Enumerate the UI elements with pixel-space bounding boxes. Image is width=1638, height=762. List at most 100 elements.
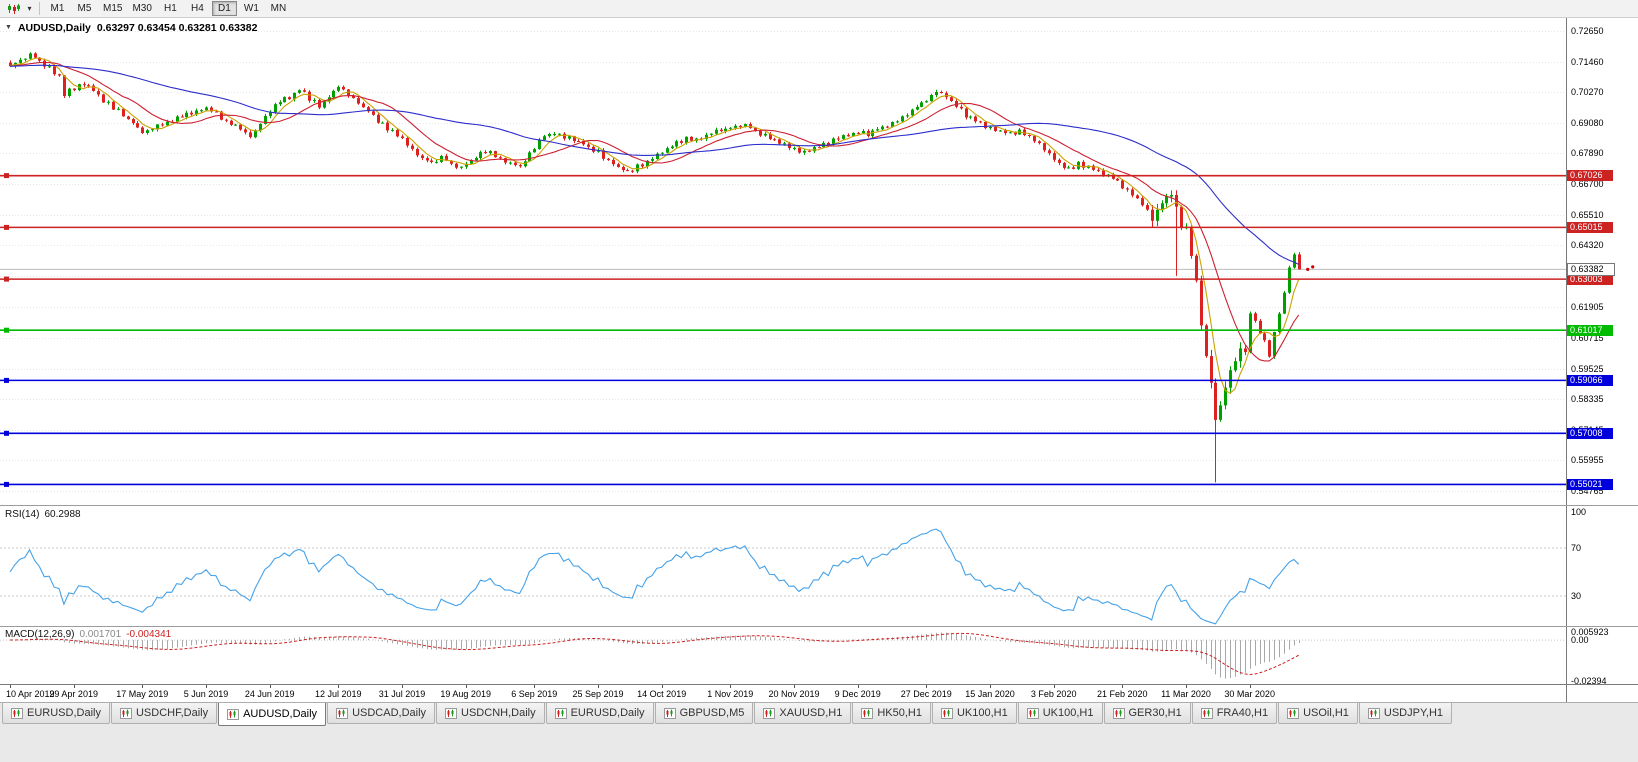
time-axis-tick: [73, 685, 75, 688]
price-line-label[interactable]: 0.65015: [1567, 221, 1613, 233]
chart-tab-fra40-h1[interactable]: FRA40,H1: [1191, 703, 1278, 724]
moving-average-13[interactable]: [9, 62, 1300, 362]
time-axis-label: 21 Feb 2020: [1097, 689, 1148, 699]
chart-tab-label: HK50,H1: [877, 707, 922, 719]
axis-corner: [1566, 684, 1638, 702]
timeframe-button-m1[interactable]: M1: [45, 1, 70, 16]
time-axis-tick: [1053, 685, 1055, 688]
time-axis-label: 20 Nov 2019: [768, 689, 820, 699]
time-axis-label: 29 Apr 2019: [49, 689, 98, 699]
time-axis-tick: [990, 685, 991, 688]
line-handle[interactable]: [4, 327, 9, 333]
time-axis-tick: [1249, 685, 1251, 688]
rsi-axis-label: 70: [1571, 543, 1582, 553]
chart-tab-usdcad-daily[interactable]: USDCAD,Daily: [327, 703, 436, 724]
chart-tab-usdjpy-h1[interactable]: USDJPY,H1: [1358, 703, 1453, 724]
chart-tab-icon: [11, 707, 23, 719]
chart-tab-usdchf-daily[interactable]: USDCHF,Daily: [110, 703, 218, 724]
line-handle[interactable]: [4, 377, 9, 383]
timeframe-button-mn[interactable]: MN: [266, 1, 291, 16]
timeframe-button-h1[interactable]: H1: [158, 1, 183, 16]
current-price-marker: [1311, 265, 1315, 269]
one-click-trading-arrow-icon[interactable]: ▼: [5, 24, 12, 31]
macd-panel[interactable]: MACD(12,26,9) 0.001701 -0.004341: [0, 627, 1566, 684]
line-handle[interactable]: [4, 481, 9, 487]
chart-tab-icon: [227, 708, 240, 720]
rsi-axis-label: 100: [1571, 507, 1587, 517]
time-axis-tick: [730, 685, 732, 688]
line-handle[interactable]: [4, 224, 9, 230]
price-axis-label: 0.54765: [1571, 486, 1604, 496]
timeframe-button-m5[interactable]: M5: [72, 1, 97, 16]
price-line-label[interactable]: 0.57008: [1567, 427, 1613, 439]
chart-tab-label: XAUUSD,H1: [779, 707, 843, 719]
price-axis-label: 0.72650: [1571, 26, 1604, 36]
panel-splitter[interactable]: [0, 626, 1638, 627]
chart-tab-eurusd-daily[interactable]: EURUSD,Daily: [545, 703, 654, 724]
price-line-label[interactable]: 0.61017: [1567, 324, 1613, 336]
rsi-panel[interactable]: RSI(14) 60.2988: [0, 506, 1566, 626]
moving-average-5[interactable]: [9, 57, 1300, 394]
price-line-label[interactable]: 0.55021: [1567, 478, 1613, 490]
price-line-label[interactable]: 0.59066: [1567, 374, 1613, 386]
timeframe-button-d1[interactable]: D1: [211, 1, 237, 16]
chart-tab-icon: [1112, 707, 1125, 719]
macd-axis: 0.005923 0.00 -0.02394: [1566, 627, 1638, 684]
chart-tab-xauusd-h1[interactable]: XAUUSD,H1: [754, 703, 852, 724]
chart-tab-label: USDCAD,Daily: [352, 707, 427, 719]
chart-tab-audusd-daily[interactable]: AUDUSD,Daily: [218, 703, 327, 726]
chart-tab-icon: [861, 707, 874, 719]
rsi-axis: 100 70 30: [1566, 506, 1638, 626]
chart-tab-gbpusd-m5[interactable]: GBPUSD,M5: [654, 703, 754, 724]
time-axis-label: 27 Dec 2019: [900, 689, 952, 699]
price-chart-panel[interactable]: ▼ AUDUSD,Daily 0.63297 0.63454 0.63281 0…: [0, 18, 1566, 505]
line-handle[interactable]: [4, 276, 9, 282]
time-axis-tick: [402, 685, 403, 688]
line-handle[interactable]: [4, 173, 9, 179]
time-axis-tick: [534, 685, 536, 688]
timeframe-button-h4[interactable]: H4: [185, 1, 210, 16]
price-axis-label: 0.58335: [1571, 394, 1604, 405]
chart-tab-eurusd-daily[interactable]: EURUSD,Daily: [2, 703, 110, 724]
chart-tab-uk100-h1[interactable]: UK100,H1: [1017, 703, 1103, 724]
price-axis-label: 0.64320: [1571, 240, 1604, 251]
timeframe-button-w1[interactable]: W1: [239, 1, 264, 16]
time-axis-tick: [338, 685, 340, 688]
chart-tab-icon: [1026, 707, 1039, 719]
macd-histogram: [10, 632, 1300, 679]
chart-tab-label: USDCHF,Daily: [135, 707, 209, 719]
price-axis[interactable]: 0.72650 0.71460 0.70270 0.69080 0.67890 0.667…: [1566, 18, 1638, 505]
time-axis[interactable]: 10 Apr 2019 29 Apr 2019 17 May 2019 5 Jun 2…: [0, 684, 1566, 702]
chart-tab-usdcnh-daily[interactable]: USDCNH,Daily: [436, 703, 545, 724]
chart-tab-hk50-h1[interactable]: HK50,H1: [852, 703, 931, 724]
time-axis-tick: [598, 685, 599, 688]
time-axis-label: 5 Jun 2019: [183, 689, 229, 699]
time-axis-label: 3 Feb 2020: [1030, 689, 1077, 699]
chart-tab-label: EURUSD,Daily: [27, 707, 101, 719]
chart-tab-ger30-h1[interactable]: GER30,H1: [1103, 703, 1191, 724]
chart-tab-usoil-h1[interactable]: USOil,H1: [1278, 703, 1358, 724]
time-axis-tick: [857, 685, 859, 688]
chart-title: ▼ AUDUSD,Daily 0.63297 0.63454 0.63281 0…: [5, 22, 257, 34]
window-background: [0, 729, 1638, 762]
chart-type-button[interactable]: [3, 1, 24, 17]
price-line-label[interactable]: 0.67026: [1567, 170, 1613, 182]
rsi-indicator-name: RSI(14): [5, 509, 40, 520]
time-axis-label: 14 Oct 2019: [637, 689, 687, 699]
timeframe-button-m30[interactable]: M30: [128, 1, 155, 16]
chart-type-dropdown-caret-icon[interactable]: ▾: [24, 1, 35, 17]
moving-average-45[interactable]: [9, 64, 1299, 265]
current-price-marker: [1306, 267, 1310, 271]
chart-tab-uk100-h1[interactable]: UK100,H1: [931, 703, 1017, 724]
time-axis-label: 24 Jun 2019: [244, 689, 295, 699]
line-handle[interactable]: [4, 430, 9, 436]
price-axis-label: 0.61905: [1571, 302, 1604, 313]
price-line-label[interactable]: 0.63003: [1567, 273, 1613, 285]
timeframe-button-m15[interactable]: M15: [99, 1, 126, 16]
time-axis-tick: [10, 685, 11, 688]
chart-tab-icon: [445, 707, 458, 719]
panel-splitter[interactable]: [0, 505, 1638, 506]
chart-tab-label: AUDUSD,Daily: [243, 708, 318, 720]
candlesticks: [9, 52, 1301, 483]
